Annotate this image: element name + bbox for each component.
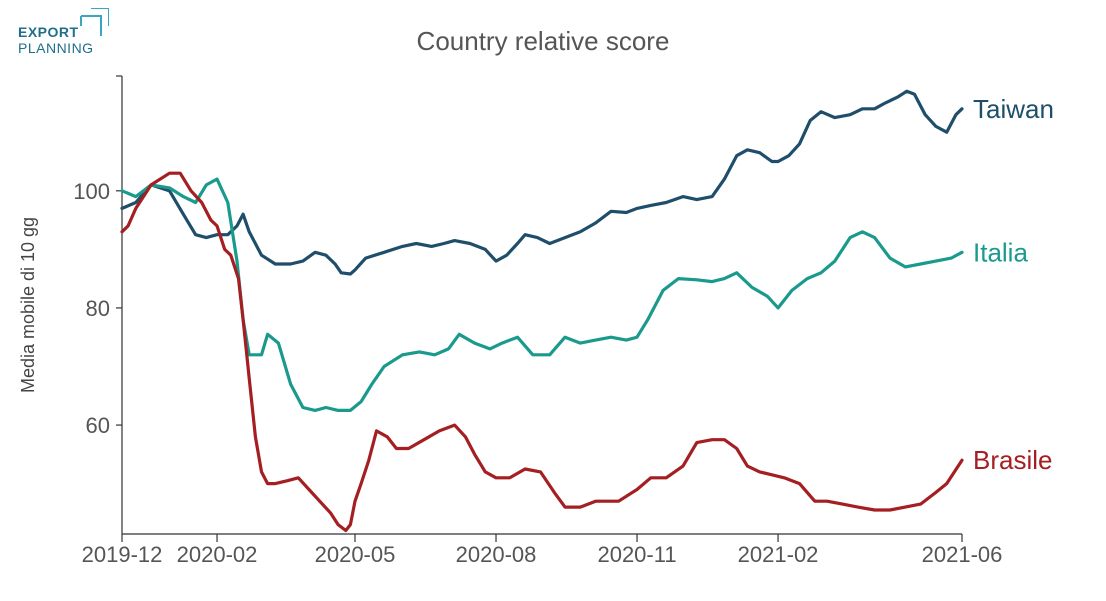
x-tick-label: 2020-08 bbox=[456, 542, 537, 567]
chart-title: Country relative score bbox=[416, 26, 670, 56]
series-lines bbox=[120, 89, 964, 533]
series-label-brasile: Brasile bbox=[973, 445, 1052, 475]
x-tick-label: 2021-02 bbox=[738, 542, 819, 567]
axes: 60 80 100 2019-12 2020-02 2020-05 2020-08 2020-… bbox=[73, 75, 1003, 567]
logo-line2: PLANNING bbox=[18, 40, 94, 56]
series-label-taiwan: Taiwan bbox=[973, 94, 1054, 124]
export-planning-logo: EXPORT PLANNING bbox=[18, 8, 118, 58]
series-line-taiwan bbox=[120, 89, 964, 276]
logo-square-icon bbox=[80, 8, 109, 36]
x-tick-label: 2020-05 bbox=[315, 542, 396, 567]
x-tick-label: 2019-12 bbox=[82, 542, 163, 567]
series-line-brasile bbox=[120, 171, 964, 533]
series-label-italia: Italia bbox=[973, 237, 1028, 267]
y-axis-label: Media mobile di 10 gg bbox=[18, 217, 38, 393]
x-tick-label: 2020-02 bbox=[177, 542, 258, 567]
y-tick-label: 80 bbox=[86, 296, 110, 321]
x-tick-label: 2020-11 bbox=[597, 542, 676, 567]
x-tick-label: 2021-06 bbox=[922, 542, 1003, 567]
logo-line1: EXPORT bbox=[18, 24, 79, 40]
y-tick-label: 60 bbox=[86, 413, 110, 438]
series-labels: Taiwan Italia Brasile bbox=[973, 94, 1054, 475]
y-tick-label: 100 bbox=[73, 179, 110, 204]
